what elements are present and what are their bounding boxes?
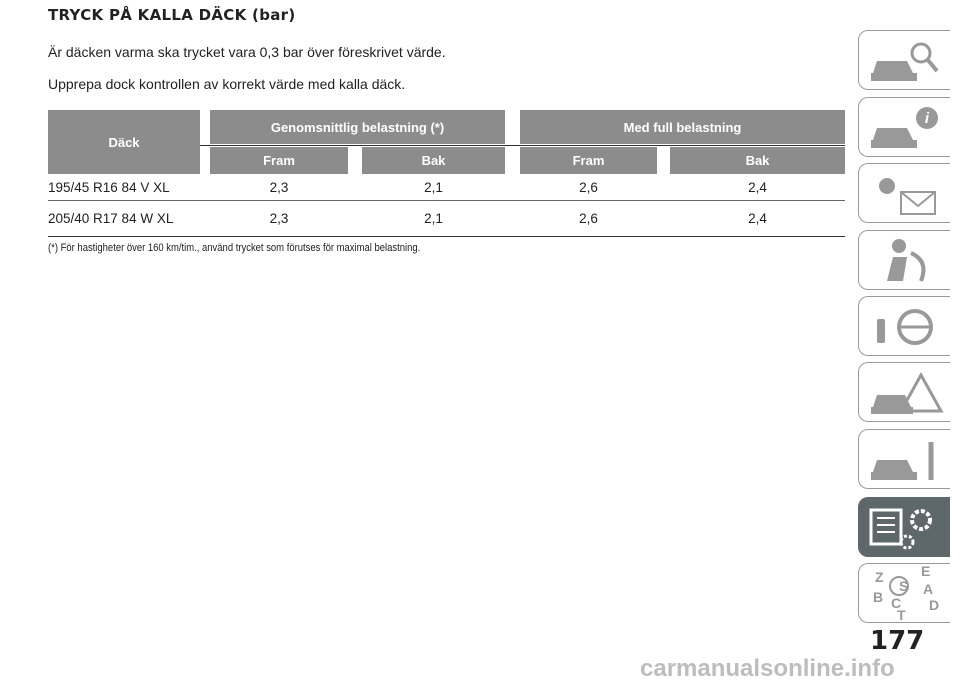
index-letter: S — [899, 578, 908, 594]
icon: i — [871, 107, 938, 148]
table-header: Däck — [48, 110, 200, 174]
icon — [869, 508, 932, 550]
divider — [48, 236, 845, 237]
pressure-value: 2,1 — [424, 210, 443, 226]
index-letter: D — [929, 597, 939, 613]
tab[interactable] — [858, 296, 950, 356]
table-subheader: Bak — [670, 147, 845, 174]
tab[interactable] — [858, 429, 950, 489]
icon — [871, 442, 934, 480]
pressure-value: 2,3 — [269, 180, 289, 195]
pressure-value: 2,4 — [748, 180, 767, 195]
heading: TRYCK PÅ KALLA DÄCK (bar) — [48, 6, 296, 24]
table-subheader: Bak — [362, 147, 505, 174]
pressure-value: 2,6 — [579, 210, 598, 226]
tab[interactable]: i — [858, 97, 950, 157]
index-letter: T — [897, 607, 906, 622]
icon — [871, 42, 939, 81]
table-header: Med full belastning — [520, 110, 845, 144]
pressure-value: 2,1 — [424, 180, 443, 195]
tab[interactable] — [858, 30, 950, 90]
index-letter: B — [873, 589, 883, 605]
icon — [877, 309, 933, 345]
icon — [879, 178, 936, 215]
tire-size: 205/40 R17 84 W XL — [48, 210, 174, 226]
tire-size: 195/45 R16 84 V XL — [48, 180, 170, 195]
icon: Z ES A B C D T — [873, 563, 939, 623]
paragraph: Upprepa dock kontrollen av korrekt värde… — [48, 76, 406, 92]
row-divider — [48, 200, 845, 201]
page-number: 177 — [870, 626, 925, 656]
divider — [200, 145, 845, 146]
tab[interactable] — [858, 230, 950, 290]
table-subheader: Fram — [520, 147, 657, 174]
pressure-value: 2,6 — [579, 180, 598, 195]
tab-active[interactable] — [858, 497, 950, 557]
watermark: carmanualsonline.info — [640, 655, 895, 682]
pressure-value: 2,3 — [269, 210, 289, 226]
table-header: Genomsnittlig belastning (*) — [210, 110, 505, 144]
icon — [887, 239, 926, 282]
pressure-value: 2,4 — [748, 210, 767, 226]
index-letter: C — [891, 595, 901, 611]
paragraph: Är däcken varma ska trycket vara 0,3 bar… — [48, 44, 446, 60]
tab[interactable] — [858, 163, 950, 223]
icon — [871, 371, 944, 414]
table-subheader: Fram — [210, 147, 348, 174]
tab[interactable] — [858, 362, 950, 422]
index-letter: Z — [875, 569, 884, 585]
svg-text:i: i — [925, 110, 930, 127]
index-letter: A — [923, 581, 933, 597]
footnote: (*) För hastigheter över 160 km/tim., an… — [48, 242, 421, 254]
index-letter: E — [921, 564, 930, 579]
